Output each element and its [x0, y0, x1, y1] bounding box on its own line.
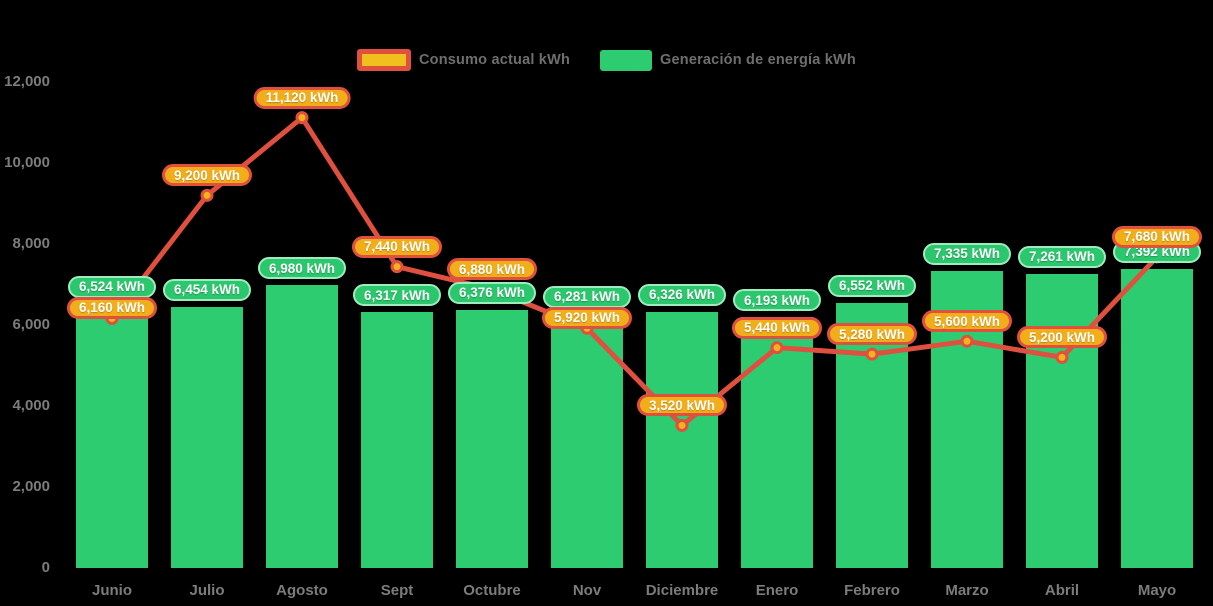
consumo-line-point[interactable]: [675, 418, 689, 432]
consumo-value-badge[interactable]: 9,200 kWh: [161, 164, 253, 187]
consumo-line-point[interactable]: [865, 347, 879, 361]
generacion-value-badge[interactable]: 6,524 kWh: [67, 275, 157, 298]
legend-item-consumo[interactable]: Consumo actual kWh: [356, 49, 571, 71]
generacion-legend-swatch-icon: [600, 49, 653, 71]
x-axis-month-label: Nov: [572, 582, 602, 599]
consumo-line-point[interactable]: [200, 188, 214, 202]
consumo-line-point[interactable]: [295, 111, 309, 125]
consumo-value-badge[interactable]: 11,120 kWh: [253, 86, 351, 109]
generacion-value-badge[interactable]: 7,335 kWh: [922, 242, 1012, 265]
generacion-value-badge[interactable]: 6,326 kWh: [637, 283, 727, 306]
consumo-line-point[interactable]: [1055, 350, 1069, 364]
y-axis-tick-label: 4,000: [12, 397, 50, 414]
consumo-value-badge[interactable]: 5,200 kWh: [1016, 326, 1108, 349]
consumo-value-badge[interactable]: 5,280 kWh: [826, 323, 918, 346]
y-axis-tick-label: 2,000: [12, 478, 50, 495]
generacion-value-badge[interactable]: 6,281 kWh: [542, 285, 632, 308]
consumo-value-badge[interactable]: 5,920 kWh: [541, 306, 633, 329]
y-axis-tick-label: 12,000: [4, 73, 50, 90]
generacion-bar[interactable]: [741, 317, 813, 568]
y-axis-tick-label: 8,000: [12, 235, 50, 252]
x-axis-month-label: Marzo: [945, 582, 989, 599]
consumo-value-badge[interactable]: 6,160 kWh: [66, 296, 158, 319]
generacion-bar[interactable]: [456, 309, 528, 568]
generacion-bar[interactable]: [171, 306, 243, 568]
consumo-value-badge[interactable]: 5,600 kWh: [921, 310, 1013, 333]
y-axis-tick-label: 10,000: [4, 154, 50, 171]
consumo-value-badge[interactable]: 7,440 kWh: [351, 235, 443, 258]
x-axis-month-label: Diciembre: [645, 582, 719, 599]
generacion-bar[interactable]: [836, 302, 908, 568]
consumo-value-badge[interactable]: 5,440 kWh: [731, 316, 823, 339]
generacion-bar[interactable]: [76, 303, 148, 568]
legend-label-generacion: Generación de energía kWh: [660, 52, 856, 68]
generacion-bar[interactable]: [266, 285, 338, 568]
legend-item-generacion[interactable]: Generación de energía kWh: [600, 49, 856, 71]
consumo-value-badge[interactable]: 7,680 kWh: [1111, 225, 1203, 248]
consumo-value-badge[interactable]: 6,880 kWh: [446, 258, 538, 281]
x-axis-month-label: Febrero: [844, 582, 900, 599]
y-axis-tick-label: 6,000: [12, 316, 50, 333]
generacion-value-badge[interactable]: 6,376 kWh: [447, 281, 537, 304]
x-axis-month-label: Octubre: [463, 582, 521, 599]
generacion-value-badge[interactable]: 6,552 kWh: [827, 274, 917, 297]
generacion-value-badge[interactable]: 6,193 kWh: [732, 289, 822, 312]
generacion-bar[interactable]: [646, 311, 718, 568]
generacion-value-badge[interactable]: 7,261 kWh: [1017, 245, 1107, 268]
x-axis-month-label: Julio: [189, 582, 225, 599]
consumo-line-point[interactable]: [960, 334, 974, 348]
consumo-legend-swatch-icon: [356, 49, 411, 71]
generacion-value-badge[interactable]: 6,980 kWh: [257, 257, 347, 280]
x-axis-month-label: Junio: [92, 582, 132, 599]
generacion-bar[interactable]: [361, 312, 433, 568]
legend-label-consumo: Consumo actual kWh: [418, 52, 571, 68]
consumo-line: [109, 115, 1160, 428]
generacion-value-badge[interactable]: 6,317 kWh: [352, 284, 442, 307]
y-axis-tick-label: 0: [41, 559, 50, 576]
x-axis-month-label: Agosto: [276, 582, 328, 599]
x-axis-month-label: Mayo: [1137, 582, 1177, 599]
generacion-value-badge[interactable]: 6,454 kWh: [162, 278, 252, 301]
consumo-value-badge[interactable]: 3,520 kWh: [636, 394, 728, 417]
x-axis-month-label: Abril: [1044, 582, 1080, 599]
consumo-line-point[interactable]: [770, 341, 784, 355]
consumo-line-point[interactable]: [390, 260, 404, 274]
generacion-bar[interactable]: [1121, 268, 1193, 568]
x-axis-month-label: Enero: [755, 582, 799, 599]
generacion-bar[interactable]: [1026, 273, 1098, 568]
x-axis-month-label: Sept: [380, 582, 414, 599]
legend: Consumo actual kWh Generación de energía…: [0, 49, 1213, 71]
